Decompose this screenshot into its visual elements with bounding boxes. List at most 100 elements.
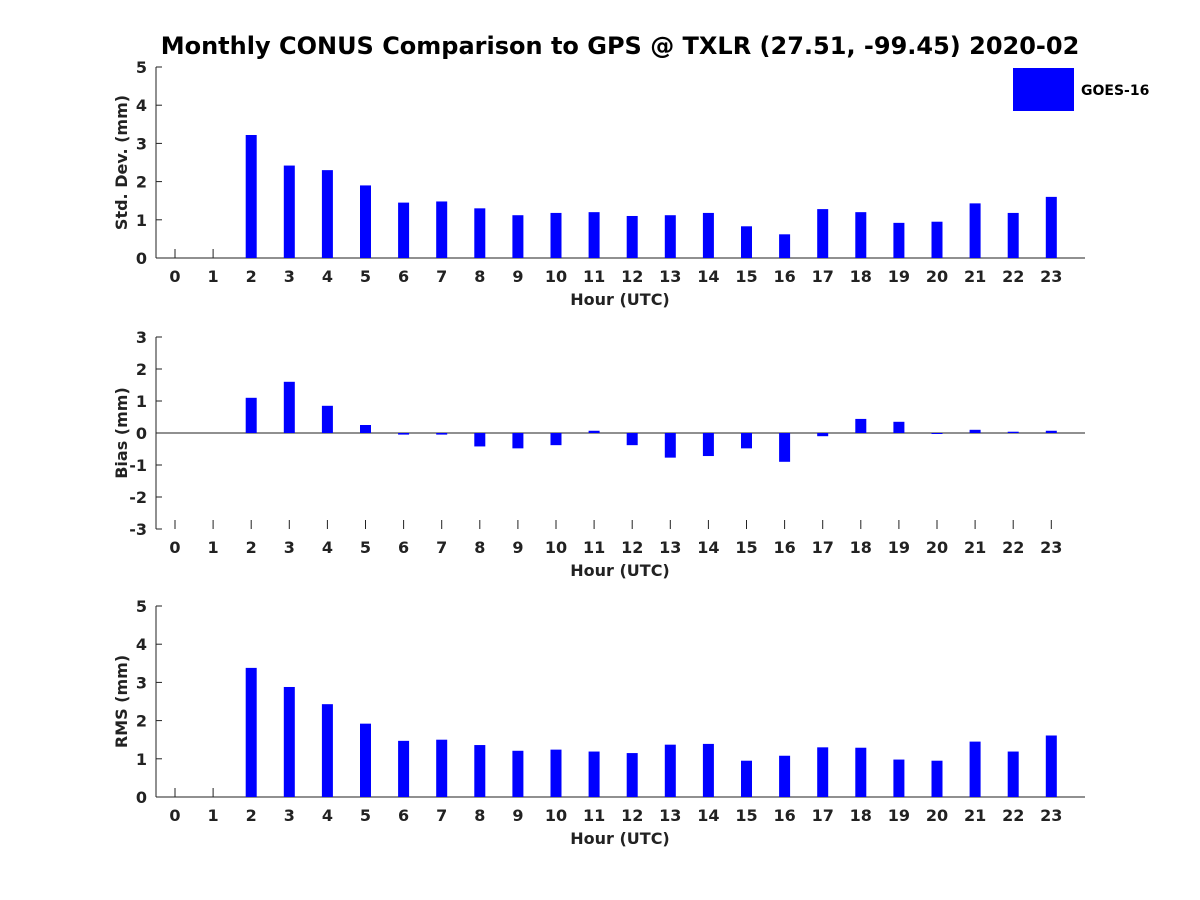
bar-11 [588,430,600,433]
bar-13 [664,433,676,458]
x-tick-label: 19 [888,806,910,825]
y-tick-label: -1 [129,456,147,475]
bar-8 [474,208,486,258]
bar-15 [741,433,752,449]
bar-4 [321,704,333,797]
bar-7 [436,433,448,435]
x-tick-label: 16 [773,538,795,557]
x-tick-label: 15 [735,806,757,825]
x-tick-label: 17 [812,267,834,286]
bar-4 [321,405,333,433]
x-tick-label: 17 [812,806,834,825]
x-tick-label: 1 [208,806,219,825]
bar-10 [550,433,562,446]
bar-12 [626,433,638,446]
x-tick-label: 0 [169,267,180,286]
bar-21 [969,429,981,433]
x-tick-label: 23 [1040,267,1062,286]
x-tick-label: 9 [512,538,523,557]
x-tick-label: 0 [169,806,180,825]
x-tick-label: 4 [322,538,333,557]
x-tick-label: 7 [436,267,447,286]
x-tick-label: 2 [246,267,257,286]
bar-8 [474,745,486,797]
bar-15 [741,760,752,797]
bar-20 [931,760,943,797]
x-tick-label: 7 [436,806,447,825]
bar-5 [360,425,371,433]
x-tick-label: 5 [360,538,371,557]
bar-17 [817,209,829,258]
y-tick-label: 3 [136,134,147,153]
bar-2 [245,134,257,258]
bar-14 [702,433,714,457]
bar-2 [245,397,257,433]
x-tick-label: 16 [773,267,795,286]
bar-19 [893,421,905,433]
bar-9 [512,750,524,797]
x-tick-label: 22 [1002,538,1024,557]
bar-3 [283,686,295,797]
y-axis-label: Bias (mm) [112,387,131,479]
x-tick-label: 18 [850,538,872,557]
bar-6 [398,740,410,797]
x-tick-label: 23 [1040,538,1062,557]
x-tick-label: 9 [512,806,523,825]
bar-14 [702,743,714,797]
x-axis-label: Hour (UTC) [570,561,670,580]
y-tick-label: -3 [129,520,147,539]
x-tick-label: 14 [697,538,719,557]
x-tick-label: 3 [284,267,295,286]
bar-19 [893,759,905,797]
bar-9 [512,215,524,258]
x-tick-label: 8 [474,267,485,286]
bar-5 [360,185,371,258]
bar-9 [512,433,524,449]
bar-18 [855,212,867,258]
x-tick-label: 10 [545,806,567,825]
x-tick-label: 22 [1002,267,1024,286]
bar-15 [741,226,752,258]
x-tick-label: 12 [621,538,643,557]
x-tick-label: 19 [888,538,910,557]
bar-23 [1045,430,1057,433]
bar-4 [321,170,333,258]
bar-11 [588,751,600,797]
x-tick-label: 15 [735,267,757,286]
x-tick-label: 13 [659,806,681,825]
bar-5 [360,723,371,797]
bar-10 [550,749,562,797]
x-tick-label: 7 [436,538,447,557]
y-tick-label: 3 [136,673,147,692]
x-tick-label: 12 [621,267,643,286]
x-tick-label: 22 [1002,806,1024,825]
bar-22 [1007,212,1019,258]
bar-22 [1007,751,1019,797]
y-tick-label: 2 [136,173,147,192]
x-tick-label: 10 [545,538,567,557]
y-axis-label: RMS (mm) [112,655,131,748]
x-tick-label: 11 [583,267,605,286]
bar-11 [588,212,600,258]
y-tick-label: 0 [136,788,147,807]
x-tick-label: 20 [926,538,948,557]
x-tick-label: 8 [474,806,485,825]
x-tick-label: 9 [512,267,523,286]
x-tick-label: 6 [398,538,409,557]
y-tick-label: 1 [136,750,147,769]
x-tick-label: 18 [850,806,872,825]
bar-22 [1007,431,1019,433]
x-tick-label: 21 [964,267,986,286]
bar-13 [664,215,676,258]
x-tick-label: 0 [169,538,180,557]
x-tick-label: 13 [659,538,681,557]
bar-12 [626,753,638,797]
y-tick-label: 1 [136,211,147,230]
x-tick-label: 14 [697,267,719,286]
bar-2 [245,667,257,797]
